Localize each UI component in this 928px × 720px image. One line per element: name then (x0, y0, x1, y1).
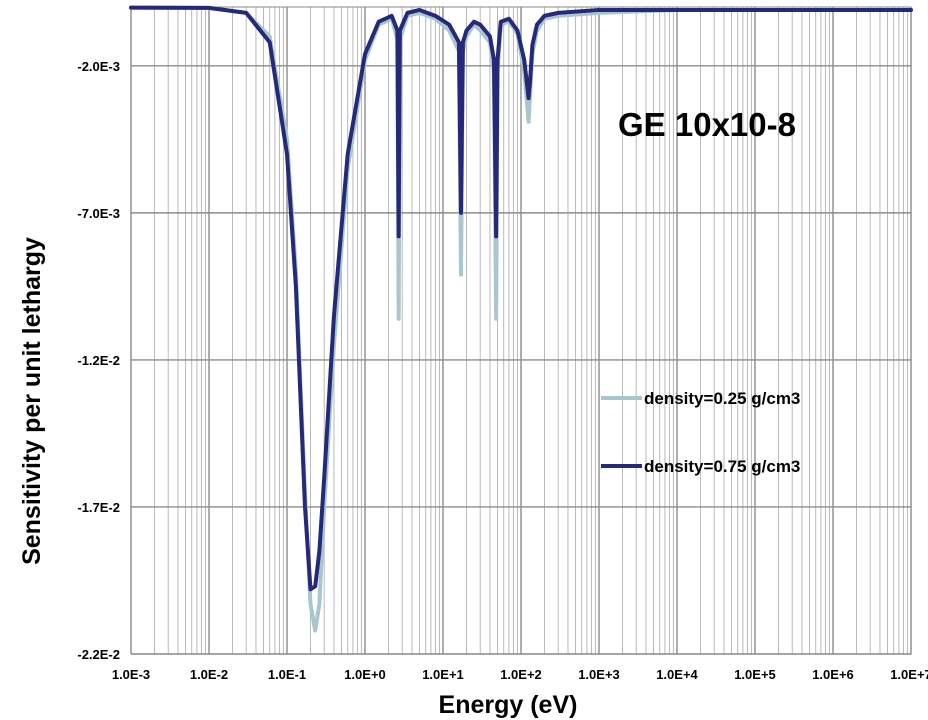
x-axis-label: Energy (eV) (439, 691, 578, 719)
series-lines (129, 5, 913, 633)
y-tick-label: -2.0E-3 (77, 59, 120, 74)
x-tick-labels: 1.0E-3 1.0E-2 1.0E-1 1.0E+0 1.0E+1 1.0E+2 1.0E… (112, 667, 928, 682)
x-tick-label: 1.0E+0 (344, 667, 386, 682)
x-tick-label: 1.0E+5 (734, 667, 776, 682)
legend: density=0.25 g/cm3 density=0.75 g/cm3 (601, 389, 800, 476)
x-tick-label: 1.0E-2 (190, 667, 228, 682)
grid-lines (130, 7, 912, 655)
y-axis-label: Sensitivity per unit lethargy (18, 237, 46, 565)
x-tick-label: 1.0E+6 (812, 667, 854, 682)
chart-title: GE 10x10-8 (618, 106, 796, 143)
legend-label-density-025: density=0.25 g/cm3 (644, 389, 800, 408)
y-tick-label: -7.0E-3 (77, 206, 120, 221)
y-tick-labels: -2.0E-3 -7.0E-3 -1.2E-2 -1.7E-2 -2.2E-2 (77, 59, 120, 662)
x-tick-label: 1.0E+3 (578, 667, 620, 682)
x-tick-label: 1.0E-3 (112, 667, 150, 682)
y-tick-label: -1.7E-2 (77, 500, 120, 515)
plot-frame (130, 6, 912, 655)
series-line-density-025 (129, 5, 913, 633)
series-line-density-075 (129, 5, 913, 592)
x-tick-label: 1.0E+1 (422, 667, 464, 682)
x-tick-label: 1.0E+2 (500, 667, 542, 682)
legend-label-density-075: density=0.75 g/cm3 (644, 457, 800, 476)
y-tick-label: -1.2E-2 (77, 353, 120, 368)
y-tick-label: -2.2E-2 (77, 647, 120, 662)
x-tick-label: 1.0E-1 (268, 667, 306, 682)
x-tick-label: 1.0E+4 (656, 667, 698, 682)
x-tick-label: 1.0E+7 (890, 667, 928, 682)
